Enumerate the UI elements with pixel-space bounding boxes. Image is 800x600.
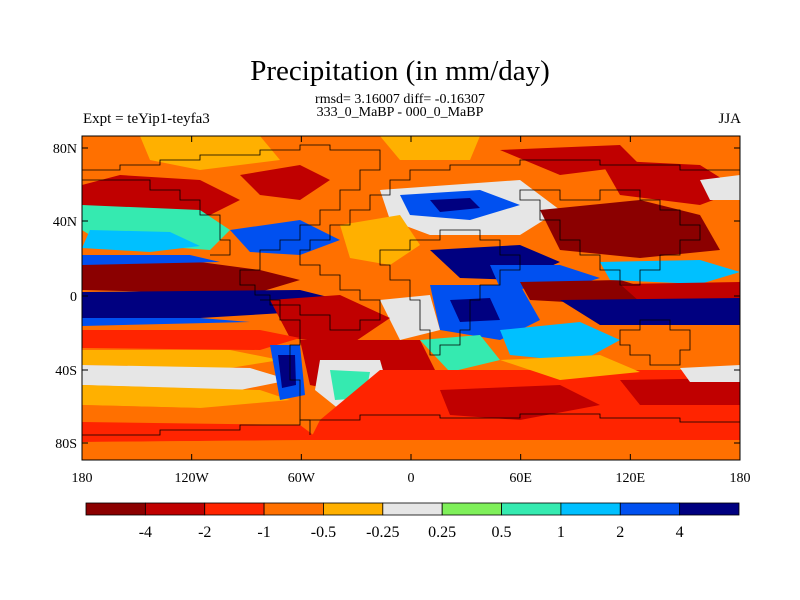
- colorbar: -4 -2 -1 -0.5 -0.25 0.25 0.5 1 2 4: [85, 502, 740, 541]
- experiment-label: Expt = teYip1-teyfa3: [83, 111, 210, 127]
- x-tick-label: 180: [72, 471, 93, 486]
- colorbar-label: 0.5: [492, 524, 512, 541]
- colorbar-box: [204, 502, 265, 516]
- y-tick-label: 40S: [55, 364, 77, 379]
- x-tick-label: 180: [730, 471, 751, 486]
- plot-subtitle: rmsd= 3.16007 diff= -0.16307 333_0_MaBP …: [0, 92, 800, 120]
- colorbar-label: 2: [616, 524, 624, 541]
- stats-line: rmsd= 3.16007 diff= -0.16307: [315, 92, 485, 107]
- colorbar-box: [560, 502, 621, 516]
- map-field: [82, 136, 740, 460]
- season-label: JJA: [718, 111, 741, 127]
- plot-title: Precipitation (in mm/day): [250, 55, 550, 87]
- colorbar-box: [441, 502, 502, 516]
- colorbar-label: 4: [676, 524, 684, 541]
- colorbar-label: 1: [557, 524, 565, 541]
- colorbar-label: -1: [257, 524, 270, 541]
- y-tick-label: 80S: [55, 437, 77, 452]
- colorbar-box: [619, 502, 681, 516]
- colorbar-box: [263, 502, 324, 516]
- y-tick-label: 80N: [53, 142, 77, 157]
- colorbar-box: [323, 502, 384, 516]
- periods-line: 333_0_MaBP - 000_0_MaBP: [316, 105, 484, 120]
- colorbar-box: [144, 502, 206, 516]
- colorbar-label: -0.25: [366, 524, 399, 541]
- colorbar-label: 0.25: [428, 524, 456, 541]
- colorbar-label: -2: [198, 524, 211, 541]
- y-tick-label: 0: [70, 290, 77, 305]
- x-tick-label: 120E: [616, 471, 646, 486]
- colorbar-box: [85, 502, 146, 516]
- colorbar-box: [382, 502, 443, 516]
- colorbar-box: [679, 502, 740, 516]
- map-axes: 180 120W 60W 0 60E 120E 180 80N 40N 0 40S 80S: [53, 136, 751, 486]
- x-tick-label: 0: [408, 471, 415, 486]
- colorbar-label: -4: [139, 524, 152, 541]
- colorbar-label: -0.5: [311, 524, 336, 541]
- y-tick-label: 40N: [53, 215, 77, 230]
- colorbar-box: [501, 502, 562, 516]
- continent-outlines: [82, 144, 740, 436]
- x-tick-label: 60W: [288, 471, 316, 486]
- x-tick-label: 120W: [175, 471, 210, 486]
- x-tick-label: 60E: [509, 471, 532, 486]
